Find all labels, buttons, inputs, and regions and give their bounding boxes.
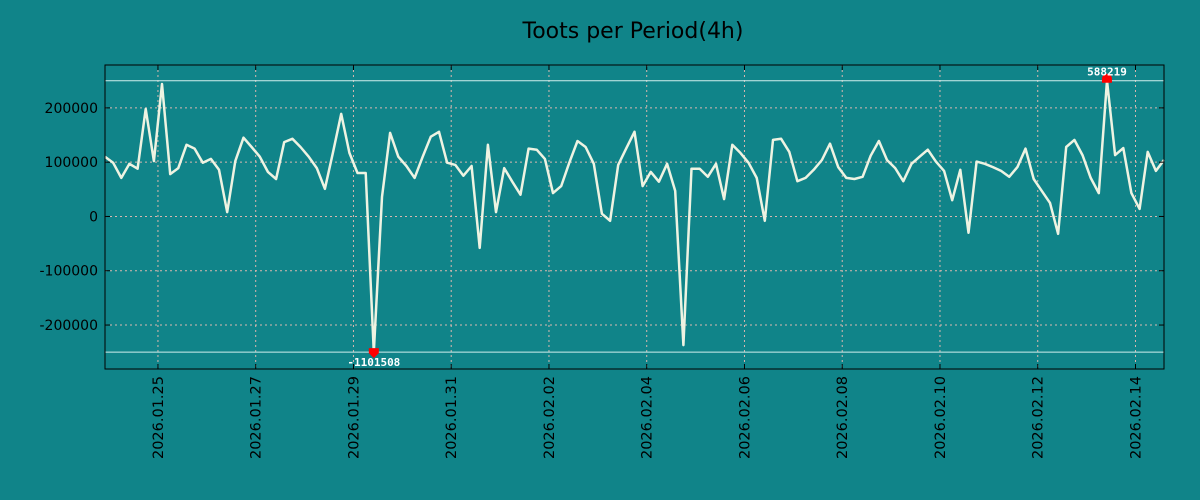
x-tick-label: 2026.02.08 [835,376,851,459]
x-tick-label: 2026.02.04 [640,376,656,459]
y-tick-label: -200000 [40,318,99,334]
max-marker [1101,73,1112,83]
x-tick-label: 2026.01.25 [151,376,167,459]
y-tick-label: 100000 [45,155,98,171]
min-marker [368,348,379,359]
series [104,79,1166,354]
reference-lines [105,80,1164,353]
min-label: -1101508 [347,356,400,369]
plot-frame [104,64,1165,370]
y-tick-label: 0 [89,209,98,225]
chart-title: Toots per Period(4h) [522,19,744,44]
y-tick-label: -100000 [40,264,99,280]
annotations: 588219 -1101508 [347,66,1127,369]
x-axis: 2026.01.25 2026.01.27 2026.01.29 2026.01.31… [151,65,1144,459]
x-tick-label: 2026.02.02 [542,376,558,459]
y-tick-label: 200000 [45,101,98,117]
y-axis: 200000 100000 0 -100000 -200000 [40,101,1164,334]
x-tick-label: 2026.02.14 [1128,376,1144,459]
x-tick-label: 2026.02.10 [933,376,949,459]
x-tick-label: 2026.02.12 [1031,376,1047,459]
max-label: 588219 [1087,66,1127,79]
x-tick-label: 2026.02.06 [737,376,753,459]
x-tick-label: 2026.01.27 [249,376,265,459]
grid [105,65,1164,369]
x-tick-label: 2026.01.29 [346,376,362,459]
x-tick-label: 2026.01.31 [444,376,460,459]
